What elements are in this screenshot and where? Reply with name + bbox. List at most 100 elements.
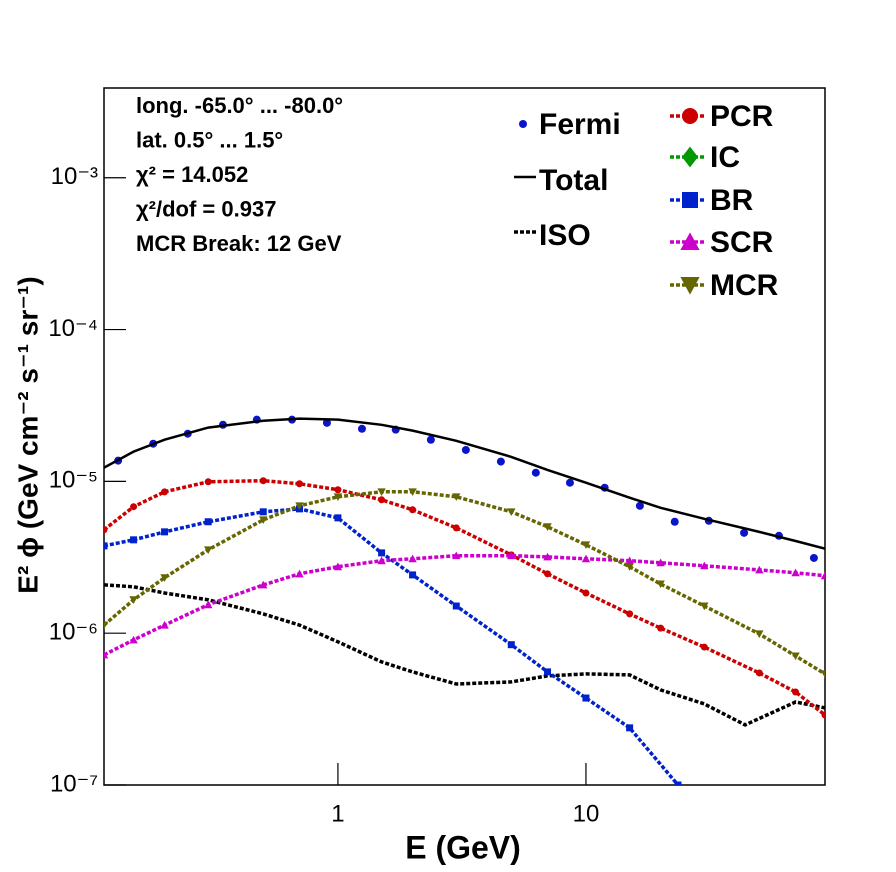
data-point (333, 562, 343, 571)
data-point (531, 468, 540, 477)
legend-label: BR (710, 184, 754, 217)
data-point (452, 493, 461, 502)
data-point (130, 503, 138, 511)
data-point (104, 526, 108, 534)
annotation: lat. 0.5° ... 1.5° (136, 127, 283, 152)
series-line (104, 583, 825, 727)
data-point (161, 488, 169, 496)
data-point (104, 542, 108, 550)
legend-label: PCR (710, 100, 774, 133)
data-point (791, 568, 800, 577)
legend-label: Fermi (539, 108, 621, 141)
data-point (820, 571, 825, 580)
data-point (582, 589, 590, 597)
data-point (626, 610, 634, 618)
series-line (104, 417, 825, 550)
x-axis-title: E (GeV) (405, 829, 521, 865)
data-point (635, 501, 644, 510)
data-point (295, 569, 304, 578)
data-point (409, 506, 417, 514)
data-point (452, 551, 461, 560)
data-point (334, 486, 342, 494)
data-point (791, 652, 800, 661)
data-point (295, 502, 304, 511)
y-axis-title: E² ϕ (GeV cm⁻² s⁻¹ sr⁻¹) (12, 276, 43, 593)
data-point (626, 724, 634, 732)
data-point (204, 518, 212, 526)
data-point (755, 565, 764, 574)
data-point (378, 549, 386, 557)
data-point (740, 528, 749, 537)
x-tick-label: 1 (331, 800, 344, 827)
data-point (160, 620, 169, 629)
data-point (543, 552, 552, 561)
legend-marker (519, 120, 527, 128)
legend-marker (682, 108, 698, 124)
plot-area (104, 415, 825, 785)
data-point (409, 571, 417, 579)
data-point (496, 457, 505, 466)
data-point (129, 596, 138, 604)
annotation: long. -65.0° ... -80.0° (136, 93, 343, 118)
legend-label: SCR (710, 226, 774, 259)
data-point (625, 556, 634, 565)
legend-label: Total (539, 164, 608, 197)
data-point (544, 668, 552, 676)
data-point (161, 528, 169, 536)
data-point (378, 496, 386, 504)
annotation: MCR Break: 12 GeV (136, 231, 342, 256)
y-tick-label: 10⁻³ (51, 163, 98, 190)
data-point (259, 477, 267, 485)
data-point (809, 553, 818, 562)
data-point (160, 574, 169, 582)
data-point (544, 570, 552, 578)
data-point (674, 781, 682, 785)
data-point (408, 554, 417, 563)
data-point (700, 602, 709, 611)
data-point (333, 493, 343, 502)
data-point (204, 600, 213, 609)
legend-label: IC (710, 141, 740, 174)
data-point (104, 621, 109, 630)
legend-label: ISO (539, 219, 591, 252)
annotation: χ² = 14.052 (136, 162, 248, 187)
x-tick-label: 10 (573, 800, 600, 827)
y-tick-label: 10⁻⁷ (50, 770, 98, 797)
data-point (582, 694, 590, 702)
y-tick-label: 10⁻⁴ (48, 315, 98, 342)
data-point (204, 546, 213, 555)
data-point (543, 523, 552, 532)
data-point (581, 554, 591, 563)
data-point (130, 536, 138, 544)
data-point (461, 445, 470, 454)
data-point (625, 563, 634, 571)
data-point (507, 551, 516, 560)
data-point (452, 524, 460, 532)
y-tick-label: 10⁻⁶ (49, 619, 98, 646)
data-point (755, 630, 764, 639)
data-point (259, 516, 268, 525)
data-point (377, 556, 386, 565)
data-point (670, 517, 679, 526)
data-point (507, 508, 516, 517)
data-point (426, 435, 435, 444)
data-point (700, 643, 708, 651)
data-point (821, 711, 825, 719)
data-point (334, 514, 342, 522)
data-point (259, 508, 267, 516)
legend-marker (682, 192, 698, 208)
legend-marker (682, 146, 698, 168)
legend-label: MCR (710, 269, 779, 302)
data-point (581, 541, 591, 550)
annotation: χ²/dof = 0.937 (136, 196, 276, 221)
y-tick-label: 10⁻⁵ (49, 467, 98, 494)
data-point (657, 624, 665, 632)
data-point (700, 561, 709, 570)
data-point (357, 424, 366, 433)
data-point (565, 478, 574, 487)
data-point (322, 418, 331, 427)
data-point (507, 641, 515, 649)
data-point (129, 635, 138, 644)
